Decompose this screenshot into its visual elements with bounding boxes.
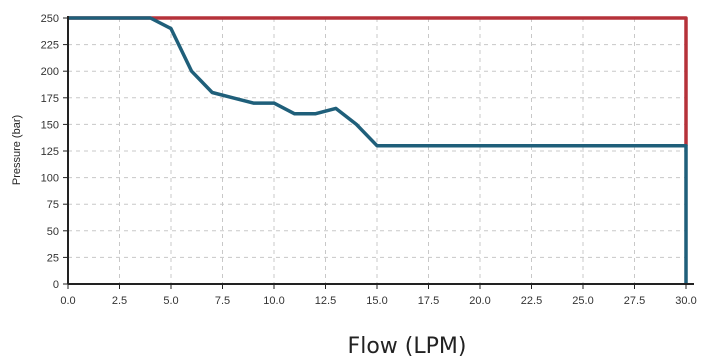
y-tick-label: 225: [41, 40, 59, 52]
y-tick-label: 175: [41, 93, 59, 105]
x-tick-label: 25.0: [572, 295, 593, 307]
x-tick-label: 15.0: [366, 295, 387, 307]
x-axis-label: Flow (LPM): [348, 334, 467, 359]
grid-lines: [68, 17, 687, 284]
axes: [67, 16, 694, 285]
x-tick-label: 22.5: [521, 295, 542, 307]
x-tick-label: 27.5: [624, 295, 645, 307]
y-tick-label: 25: [47, 252, 59, 264]
x-tick-label: 7.5: [215, 295, 230, 307]
x-tick-label: 20.0: [469, 295, 490, 307]
y-tick-label: 125: [41, 146, 59, 158]
x-tick-label: 0.0: [60, 295, 75, 307]
y-tick-label: 150: [41, 119, 59, 131]
y-tick-label: 50: [47, 226, 59, 238]
x-tick-label: 30.0: [675, 295, 696, 307]
y-tick-label: 100: [41, 173, 59, 185]
pressure-flow-line: [68, 16, 688, 284]
y-tick-label: 0: [53, 279, 59, 291]
y-tick-label: 250: [41, 13, 59, 25]
x-tick-label: 12.5: [315, 295, 336, 307]
y-tick-label: 75: [47, 199, 59, 211]
y-tick-label: 200: [41, 66, 59, 78]
x-tick-label: 17.5: [418, 295, 439, 307]
y-axis-label: Pressure (bar): [11, 115, 23, 185]
x-tick-label: 10.0: [263, 295, 284, 307]
max-pressure-line: [68, 16, 688, 146]
x-tick-label: 2.5: [112, 295, 127, 307]
x-tick-label: 5.0: [163, 295, 178, 307]
series-lines: [68, 16, 688, 284]
tick-labels: 0.0 2.5 5.0 7.5 10.0 12.5 15.0 17.5 20.0 22.5 25.0…: [41, 13, 697, 307]
